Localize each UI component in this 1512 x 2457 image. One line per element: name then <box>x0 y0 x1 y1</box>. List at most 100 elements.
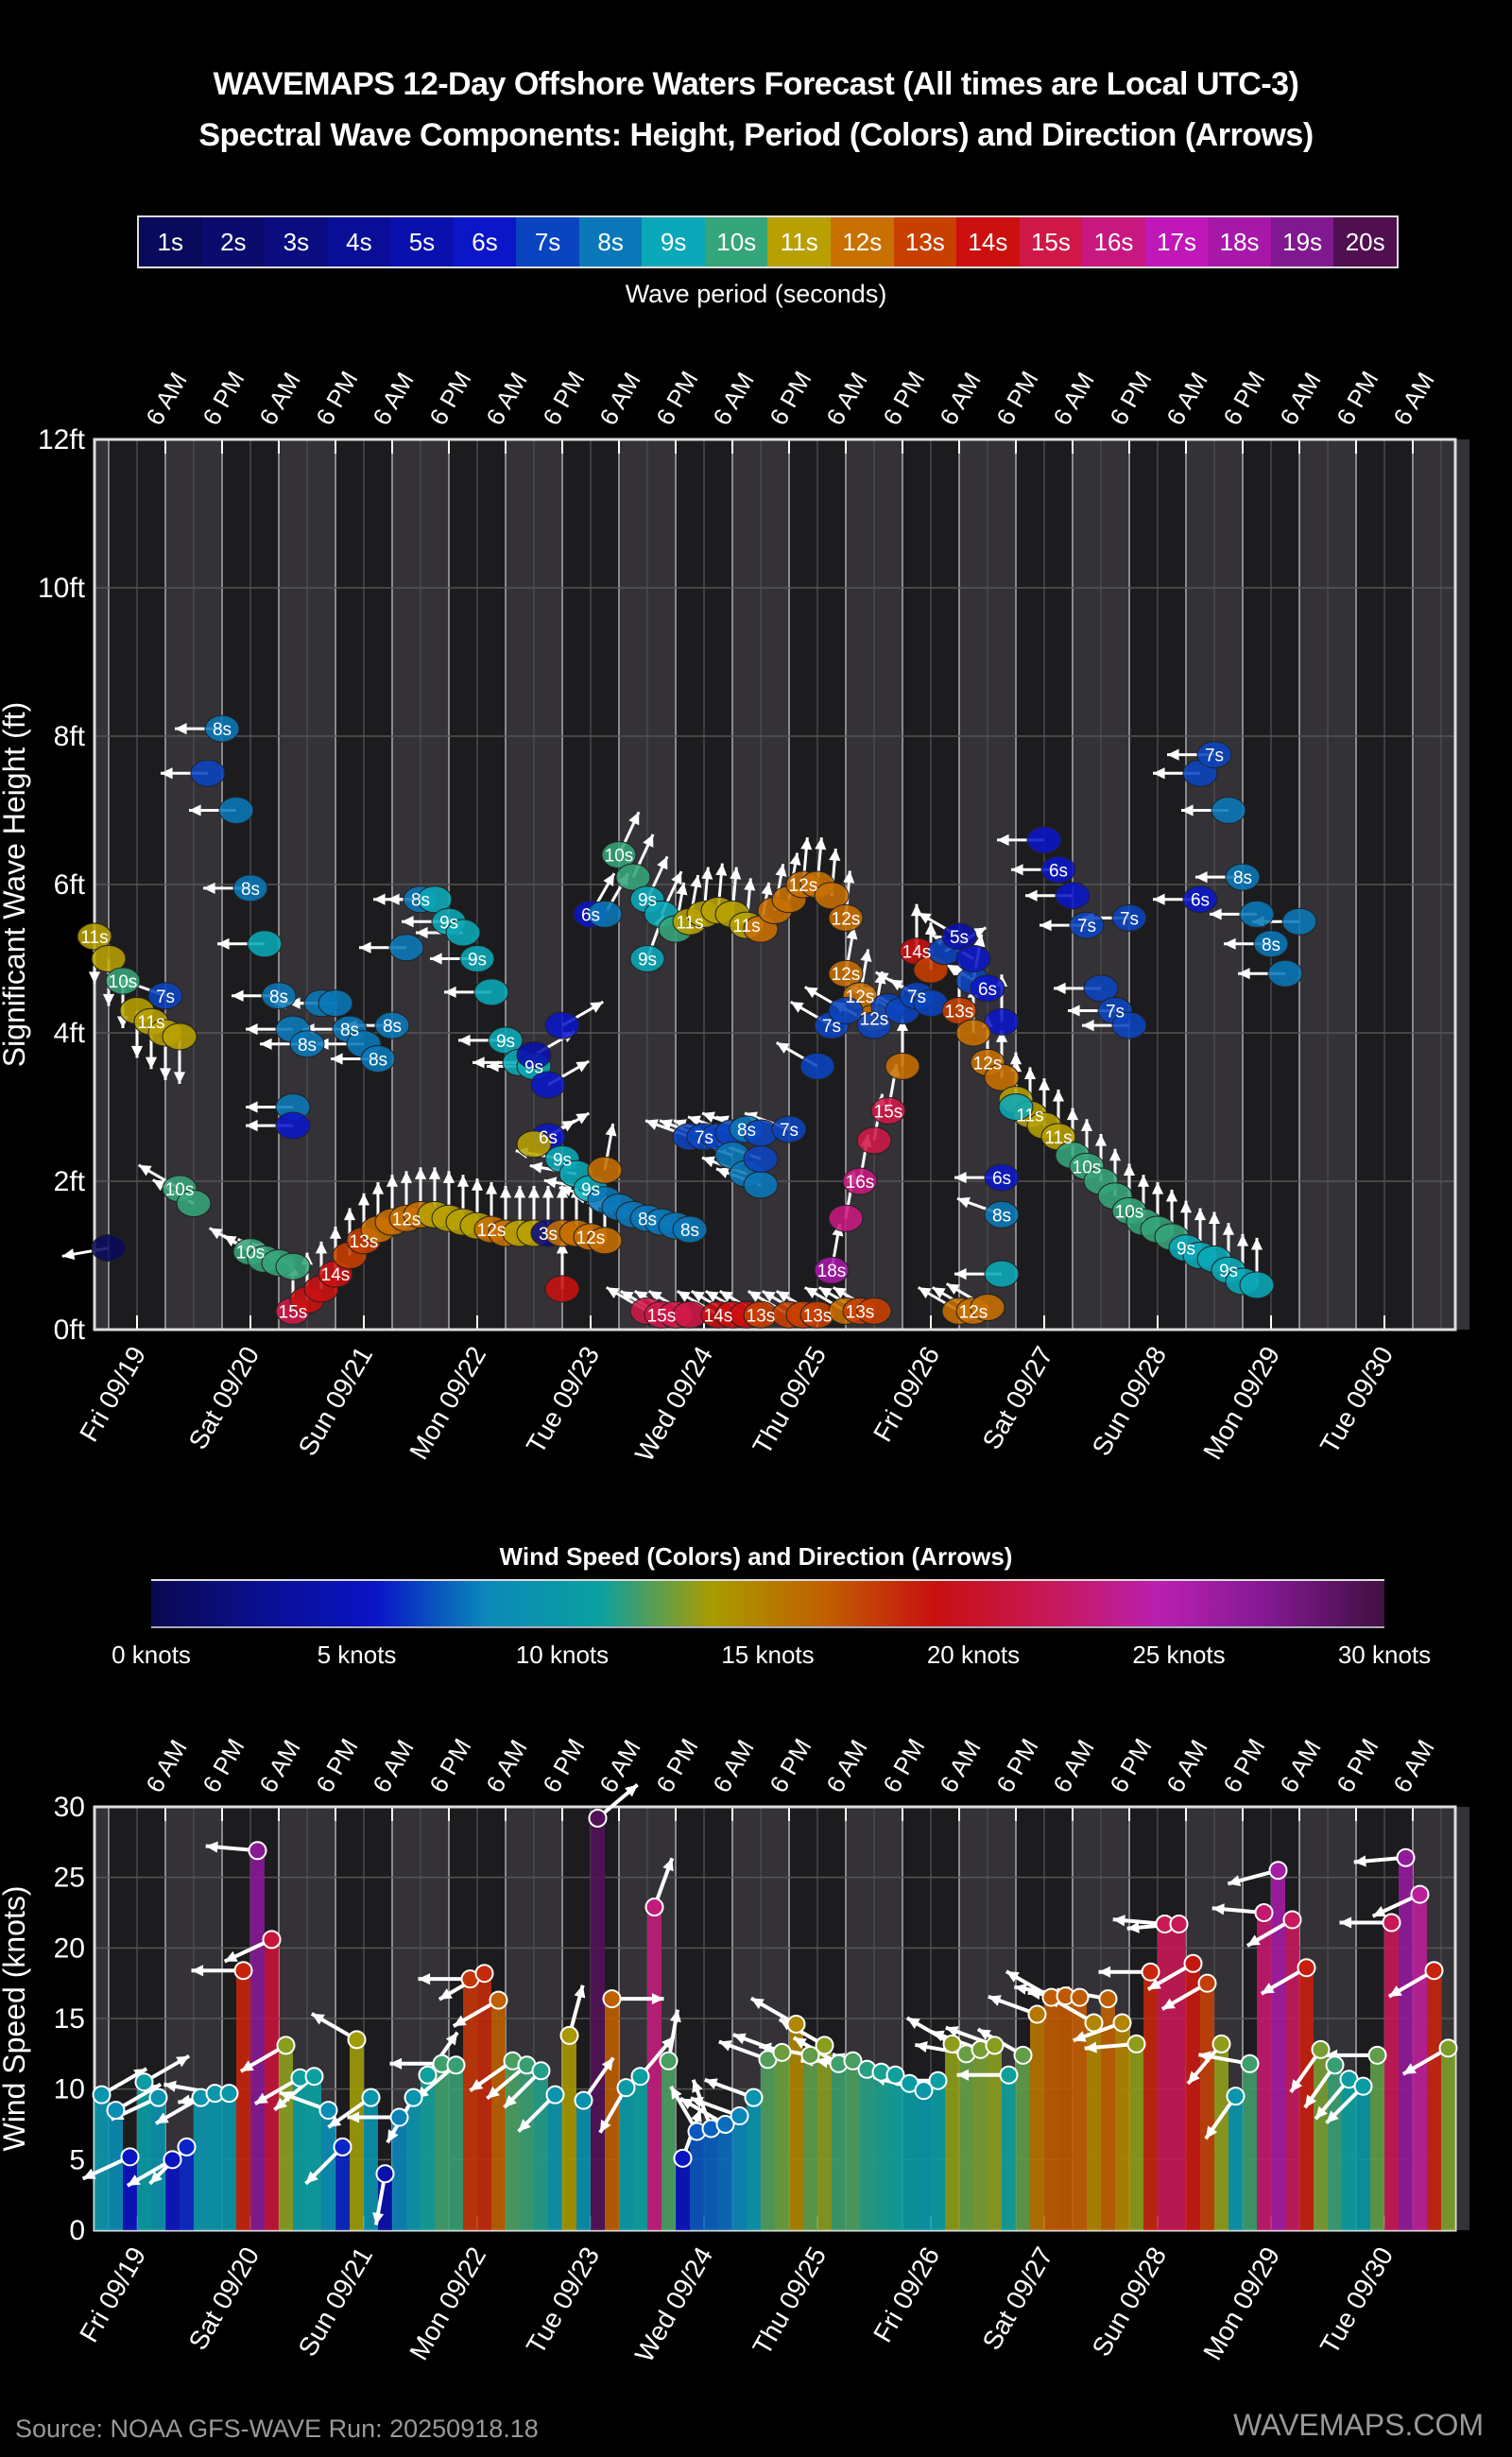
wind-speed-bar <box>477 1973 491 2230</box>
wind-speed-bar <box>265 1939 279 2230</box>
wind-speed-point <box>829 2053 849 2073</box>
wind-direction-arrow <box>800 2054 853 2067</box>
wind-speed-bar <box>321 2110 335 2230</box>
wind-speed-bar <box>435 2063 449 2230</box>
wind-speed-bar <box>973 2049 988 2230</box>
time-of-day-label: 6 PM <box>650 366 703 430</box>
wave-period-label: 12s <box>392 1210 421 1229</box>
wind-direction-arrow <box>279 2090 330 2112</box>
wave-component-marker <box>1069 911 1105 939</box>
wave-component-marker <box>247 930 283 958</box>
wind-speed-bar <box>931 2080 945 2230</box>
day-label: Sat 09/20 <box>182 2242 265 2355</box>
brand-watermark[interactable]: WAVEMAPS.COM <box>1233 2408 1484 2442</box>
wind-speed-point <box>1112 2013 1132 2033</box>
wind-speed-point <box>815 2036 834 2055</box>
y-tick-label: 30 <box>54 1792 85 1823</box>
wind-direction-arrow <box>273 2074 316 2112</box>
wind-direction-arrow <box>1073 2020 1124 2043</box>
wave-period-label: 12s <box>477 1221 507 1241</box>
wave-period-label: 18s <box>817 1262 847 1281</box>
wave-component-marker <box>445 919 481 947</box>
wave-period-label: 9s <box>581 1180 600 1200</box>
wave-period-label: 9s <box>496 1032 515 1052</box>
wind-speed-bar <box>1158 1923 1172 2230</box>
wind-speed-bar <box>1087 2022 1101 2230</box>
wind-speed-bar <box>945 2043 959 2230</box>
wind-speed-bar <box>690 2131 704 2230</box>
wind-speed-bar <box>704 2128 718 2230</box>
wind-speed-bar <box>335 2146 350 2230</box>
wave-period-label: 8s <box>1233 868 1252 888</box>
wind-speed-point <box>489 1990 508 2010</box>
wind-speed-bar <box>874 2071 888 2230</box>
wind-speed-point <box>1155 1914 1175 1933</box>
wind-speed-point <box>333 2137 352 2156</box>
wind-speed-point <box>1098 1989 1118 2009</box>
day-label: Sun 09/21 <box>293 1342 379 1461</box>
y-axis-label: Significant Wave Height (ft) <box>0 702 31 1068</box>
wave-component-marker <box>91 1234 127 1263</box>
wave-period-label: 11s <box>80 928 108 948</box>
day-label: Tue 09/23 <box>521 1342 605 1459</box>
period-legend-cell: 17s <box>1144 217 1209 266</box>
wind-direction-arrow <box>1160 1981 1209 2011</box>
wind-direction-arrow <box>778 2018 826 2048</box>
wave-period-label: 9s <box>553 1150 572 1170</box>
wave-period-label: 7s <box>907 988 926 1007</box>
wind-speed-point <box>644 1898 664 1917</box>
daytime-band <box>846 1807 902 2230</box>
wind-speed-bar <box>1413 1894 1427 2230</box>
wind-direction-arrow <box>154 2095 202 2125</box>
plot-border <box>93 438 1457 1332</box>
wave-period-label: 8s <box>241 880 260 900</box>
wind-speed-bar <box>421 2074 435 2230</box>
wind-speed-point <box>1297 1958 1316 1978</box>
wind-speed-point <box>106 2101 126 2121</box>
wind-direction-arrow <box>304 2145 344 2186</box>
wind-speed-point <box>730 2106 749 2126</box>
wind-direction-arrow <box>1260 1966 1308 1996</box>
day-label: Wed 09/24 <box>629 2242 718 2367</box>
wind-speed-point <box>219 2084 239 2104</box>
wind-speed-bar <box>1342 2079 1356 2230</box>
wind-direction-arrow <box>758 2042 811 2057</box>
wave-component-marker <box>473 978 509 1006</box>
wind-speed-point <box>517 2055 537 2075</box>
wind-direction-arrow <box>988 1994 1039 2017</box>
wind-speed-bar <box>619 2088 633 2230</box>
wind-speed-bar <box>548 2094 562 2230</box>
wave-period-label: 12s <box>832 965 861 985</box>
wind-direction-arrow <box>177 2091 230 2106</box>
wind-direction-arrow <box>81 2155 131 2181</box>
time-of-day-label: 6 PM <box>877 1733 930 1797</box>
wind-direction-arrow <box>872 2074 925 2093</box>
time-of-day-label: 6 AM <box>253 368 306 430</box>
wind-direction-arrow <box>1339 1916 1392 1929</box>
wind-speed-bar <box>902 2083 917 2230</box>
y-tick-label: 12ft <box>38 424 86 455</box>
wind-speed-bar <box>1257 1913 1271 2230</box>
wave-component-marker <box>842 1167 878 1195</box>
wave-component-marker <box>105 967 141 995</box>
wind-speed-point <box>1169 1914 1189 1933</box>
wave-component-marker <box>1267 959 1303 988</box>
wave-component-marker <box>1040 855 1076 884</box>
wind-direction-arrow <box>386 2096 416 2144</box>
wind-speed-point <box>1183 1953 1203 1973</box>
chart-title: WAVEMAPS 12-Day Offshore Waters Forecast… <box>213 66 1299 102</box>
wave-component-marker <box>941 996 977 1024</box>
day-label: Sat 09/27 <box>976 1342 1058 1454</box>
wave-period-label: 8s <box>269 988 288 1007</box>
wind-direction-arrow <box>1325 2049 1378 2061</box>
period-legend-cell: 5s <box>390 217 454 266</box>
wind-direction-arrow <box>100 2067 148 2097</box>
wind-direction-arrow <box>110 2095 160 2122</box>
y-tick-label: 5 <box>69 2144 85 2175</box>
wind-direction-arrow <box>503 2069 542 2109</box>
wind-speed-bar <box>94 2094 109 2230</box>
wave-component-marker <box>388 934 424 962</box>
wind-direction-arrow <box>611 1993 664 2005</box>
wind-speed-bar <box>718 2124 732 2230</box>
wind-speed-point <box>134 2072 154 2092</box>
